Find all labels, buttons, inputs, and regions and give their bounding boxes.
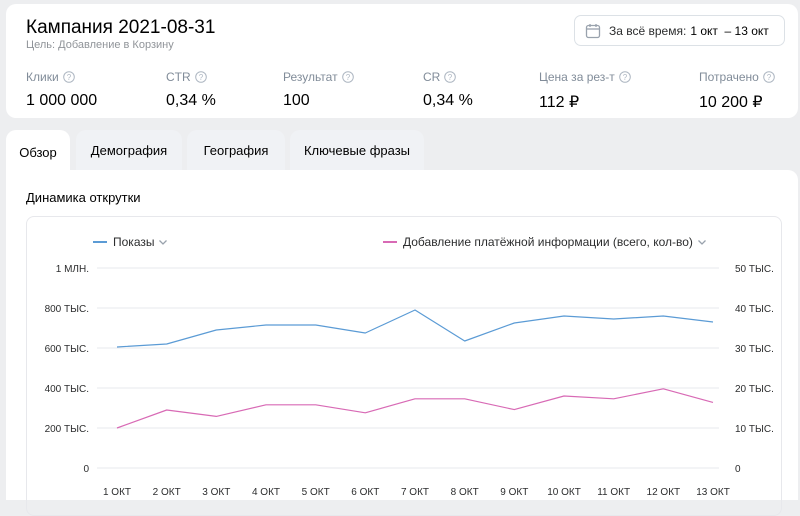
x-tick-label: 10 ОКТ [547, 487, 581, 498]
help-icon[interactable]: ? [763, 71, 775, 83]
metric-value: 1 000 000 [26, 92, 98, 109]
y-left-tick-label: 1 МЛН. [56, 264, 89, 275]
x-tick-label: 7 ОКТ [401, 487, 429, 498]
x-tick-label: 13 ОКТ [696, 487, 730, 498]
legend-swatch [93, 241, 107, 243]
help-icon[interactable]: ? [444, 71, 457, 83]
svg-text:?: ? [767, 73, 772, 82]
line-chart: 0 200 ТЫС. 400 ТЫС. 600 ТЫС. 800 ТЫС. 1 МЛН. 0… [45, 264, 774, 498]
y-left-tick-label: 200 ТЫС. [45, 424, 89, 435]
y-right-tick-label: 0 [735, 464, 741, 475]
metric-value: 0,34 % [166, 92, 216, 109]
legend-label: Показы [113, 235, 155, 249]
y-right-tick-label: 40 ТЫС. [735, 304, 774, 315]
metric-label: Потрачено [699, 70, 759, 84]
y-left-tick-label: 0 [83, 464, 89, 475]
svg-text:?: ? [66, 73, 71, 82]
x-tick-label: 4 ОКТ [252, 487, 280, 498]
legend-swatch [383, 241, 397, 243]
date-range-value: 1 окт – 13 окт [690, 23, 769, 38]
help-icon[interactable]: ? [62, 71, 75, 83]
y-left-tick-label: 800 ТЫС. [45, 304, 89, 315]
x-tick-label: 3 ОКТ [202, 487, 230, 498]
chevron-down-icon [697, 237, 707, 247]
metric-value: 10 200 ₽ [699, 94, 763, 111]
legend-label: Добавление платёжной информации (всего, … [403, 235, 693, 249]
metric-ctr: CTR? 0,34 % [166, 70, 216, 110]
metric-label: Результат [283, 70, 338, 84]
y-right-tick-label: 10 ТЫС. [735, 424, 774, 435]
svg-text:?: ? [198, 73, 203, 82]
section-title: Динамика открутки [26, 190, 141, 205]
help-icon[interactable]: ? [194, 71, 207, 83]
tab-geography[interactable]: География [187, 130, 285, 170]
calendar-icon [585, 23, 601, 39]
metric-label: CR [423, 70, 441, 84]
svg-text:?: ? [345, 73, 350, 82]
svg-text:?: ? [448, 73, 453, 82]
page-title: Кампания 2021-08-31 [26, 17, 216, 38]
y-left-tick-label: 400 ТЫС. [45, 384, 89, 395]
metric-clicks: Клики? 1 000 000 [26, 70, 97, 110]
tab-keywords[interactable]: Ключевые фразы [290, 130, 424, 170]
chart-frame: Показы Добавление платёжной информации (… [26, 216, 782, 516]
metric-label: Цена за рез-т [539, 70, 615, 84]
x-tick-label: 2 ОКТ [153, 487, 181, 498]
metric-value: 0,34 % [423, 92, 473, 109]
metric-value: 112 ₽ [539, 94, 580, 111]
tab-demography[interactable]: Демография [76, 130, 182, 170]
x-tick-label: 5 ОКТ [302, 487, 330, 498]
help-icon[interactable]: ? [618, 71, 631, 83]
help-icon[interactable]: ? [341, 71, 354, 83]
x-tick-label: 1 ОКТ [103, 487, 131, 498]
metric-label: Клики [26, 70, 59, 84]
tab-overview[interactable]: Обзор [6, 130, 70, 174]
date-range-button[interactable]: За всё время: 1 окт – 13 окт [574, 15, 785, 46]
date-range-label: За всё время: [609, 23, 687, 38]
y-left-tick-label: 600 ТЫС. [45, 344, 89, 355]
legend-impressions[interactable]: Показы [93, 235, 168, 249]
chevron-down-icon [158, 237, 168, 247]
metric-result: Результат? 100 [283, 70, 354, 110]
x-tick-label: 12 ОКТ [647, 487, 681, 498]
x-tick-label: 9 ОКТ [500, 487, 528, 498]
x-tick-label: 8 ОКТ [451, 487, 479, 498]
metric-cr: CR? 0,34 % [423, 70, 473, 110]
x-tick-label: 6 ОКТ [351, 487, 379, 498]
series-line-1 [116, 388, 714, 429]
metric-cost-per-result: Цена за рез-т? 112 ₽ [539, 70, 631, 112]
overview-panel: Динамика открутки Показы Добавление плат… [6, 170, 798, 516]
x-tick-label: 11 ОКТ [597, 487, 630, 498]
y-right-tick-label: 30 ТЫС. [735, 344, 774, 355]
y-right-tick-label: 50 ТЫС. [735, 264, 774, 275]
legend-payment-info[interactable]: Добавление платёжной информации (всего, … [383, 235, 707, 249]
series-line-0 [116, 309, 714, 348]
metric-label: CTR [166, 70, 191, 84]
y-right-tick-label: 20 ТЫС. [735, 384, 774, 395]
svg-text:?: ? [623, 73, 628, 82]
metric-spent: Потрачено? 10 200 ₽ [699, 70, 775, 112]
metric-value: 100 [283, 92, 310, 109]
campaign-goal: Цель: Добавление в Корзину [26, 39, 174, 51]
campaign-summary-card: Кампания 2021-08-31 Цель: Добавление в К… [6, 4, 798, 118]
